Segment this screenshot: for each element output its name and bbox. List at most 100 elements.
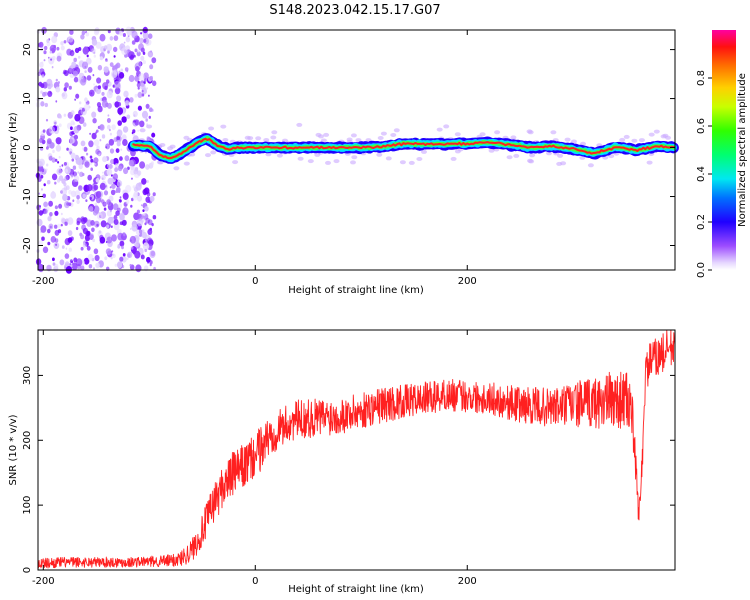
ridge-halo	[450, 156, 457, 161]
noise-speckle	[135, 243, 138, 246]
noise-speckle	[120, 148, 123, 151]
noise-speckle	[125, 184, 132, 193]
noise-speckle	[80, 140, 86, 147]
spectrogram-x-axis-label: Height of straight line (km)	[288, 285, 424, 296]
noise-speckle	[145, 164, 150, 170]
noise-speckle	[94, 202, 98, 206]
noise-speckle	[64, 261, 70, 268]
noise-speckle	[70, 126, 73, 130]
noise-speckle	[80, 265, 85, 271]
noise-speckle	[42, 193, 46, 198]
noise-speckle	[99, 33, 106, 42]
spectrogram-y-tick-label: -10	[22, 188, 33, 204]
noise-speckle	[78, 185, 83, 192]
ridge-halo	[232, 160, 239, 165]
noise-speckle	[108, 138, 115, 146]
noise-speckle	[65, 168, 68, 173]
noise-speckle	[106, 199, 111, 205]
snr-y-axis-label: SNR (10 * v/v)	[8, 414, 19, 485]
noise-speckle	[84, 234, 91, 242]
noise-speckle	[41, 236, 45, 241]
noise-speckle	[38, 210, 44, 216]
ridge-halo	[421, 149, 427, 154]
noise-speckle	[110, 256, 113, 260]
ridge-halo	[210, 150, 217, 155]
ridge-halo	[631, 138, 638, 143]
noise-speckle	[131, 177, 133, 180]
noise-speckle	[106, 90, 113, 99]
noise-speckle	[99, 182, 106, 191]
ridge-halo	[307, 159, 314, 164]
noise-speckle	[147, 33, 153, 39]
noise-speckle	[75, 93, 80, 99]
noise-speckle	[78, 72, 85, 80]
noise-speckle	[86, 54, 89, 58]
noise-speckle	[61, 245, 65, 249]
noise-speckle	[90, 220, 95, 226]
noise-speckle	[57, 161, 60, 164]
noise-speckle	[96, 145, 100, 150]
noise-speckle	[101, 134, 106, 139]
noise-speckle	[74, 98, 77, 101]
colorbar-tick-label: 0.4	[696, 166, 707, 182]
noise-speckle	[59, 259, 65, 266]
spectrogram-y-tick-label: 10	[22, 92, 33, 105]
ridge-halo	[648, 132, 655, 137]
noise-speckle	[108, 164, 113, 169]
spectrogram-x-tick-label: 200	[458, 276, 477, 287]
noise-speckle	[76, 220, 80, 226]
spectrogram-x-tick-label: 0	[252, 276, 258, 287]
noise-speckle	[97, 85, 101, 90]
noise-speckle	[106, 236, 113, 244]
noise-speckle	[43, 50, 47, 55]
noise-speckle	[121, 245, 124, 250]
noise-speckle	[111, 70, 118, 79]
noise-speckle	[95, 131, 97, 134]
noise-speckle	[123, 90, 129, 98]
noise-speckle	[58, 123, 62, 128]
noise-speckle	[73, 76, 79, 83]
noise-speckle	[131, 223, 138, 232]
noise-speckle	[145, 217, 150, 224]
noise-speckle	[111, 183, 116, 189]
noise-speckle	[41, 188, 43, 191]
noise-speckle	[46, 146, 49, 150]
ridge-halo	[527, 158, 533, 163]
noise-speckle	[37, 161, 43, 168]
noise-speckle	[46, 180, 51, 185]
ridge-halo	[265, 152, 272, 157]
noise-speckle	[149, 195, 155, 202]
noise-speckle	[134, 250, 141, 259]
ridge-halo	[660, 134, 667, 139]
noise-speckle	[46, 39, 50, 43]
noise-speckle	[41, 74, 45, 78]
ridge-halo	[557, 153, 564, 158]
noise-speckle	[119, 196, 122, 199]
noise-speckle	[88, 140, 94, 148]
noise-speckle	[79, 171, 84, 177]
noise-speckle	[123, 167, 129, 175]
noise-speckle	[151, 132, 156, 138]
noise-speckle	[106, 118, 111, 123]
noise-speckle	[92, 238, 96, 243]
noise-speckle	[131, 40, 136, 45]
noise-speckle	[141, 254, 145, 260]
ridge-halo	[380, 131, 387, 136]
noise-speckle	[60, 212, 63, 216]
noise-speckle	[90, 167, 93, 171]
noise-speckle	[86, 184, 93, 192]
noise-speckle	[94, 163, 96, 166]
noise-speckle	[112, 253, 115, 257]
noise-speckle	[55, 86, 61, 93]
noise-speckle	[112, 173, 118, 180]
ridge-halo	[454, 132, 461, 137]
snr-x-axis-label: Height of straight line (km)	[288, 584, 424, 595]
noise-speckle	[64, 253, 70, 259]
ridge-halo	[513, 153, 520, 158]
noise-speckle	[63, 113, 67, 117]
noise-speckle	[109, 186, 112, 189]
noise-speckle	[134, 167, 139, 172]
noise-speckle	[89, 196, 92, 200]
noise-speckle	[50, 236, 56, 243]
